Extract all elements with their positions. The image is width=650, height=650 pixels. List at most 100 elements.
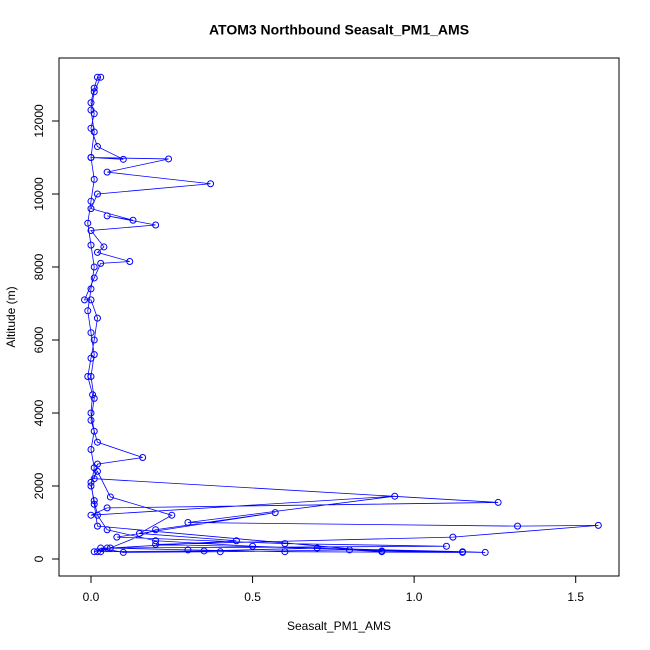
data-point — [139, 454, 147, 462]
data-point — [165, 155, 173, 163]
data-point — [103, 526, 111, 534]
data-point — [81, 296, 89, 304]
data-point — [152, 537, 160, 545]
data-point — [90, 336, 98, 344]
data-point — [184, 546, 192, 554]
data-point — [459, 548, 467, 556]
data-point — [249, 542, 257, 550]
data-point — [93, 522, 101, 530]
data-point — [97, 73, 105, 81]
data-point — [232, 537, 240, 545]
data-point — [378, 548, 386, 556]
data-point — [106, 544, 114, 552]
data-point — [93, 314, 101, 322]
data-point — [87, 153, 95, 161]
data-point — [87, 482, 95, 490]
data-point — [93, 248, 101, 256]
data-point — [346, 546, 354, 554]
data-point — [97, 548, 105, 556]
data-point — [103, 212, 111, 220]
data-point — [442, 542, 450, 550]
series-line — [83, 76, 599, 553]
y-tick-label: 6000 — [32, 326, 46, 353]
data-point — [90, 88, 98, 96]
data-point — [93, 467, 101, 475]
data-point — [514, 522, 522, 530]
data-point — [87, 416, 95, 424]
data-point — [97, 259, 105, 267]
data-point — [87, 197, 95, 205]
x-axis-label: Seasalt_PM1_AMS — [287, 619, 391, 633]
x-tick-label: 0.0 — [83, 590, 100, 604]
data-point — [271, 509, 279, 517]
data-point — [84, 219, 92, 227]
data-point — [90, 84, 98, 92]
data-point — [87, 445, 95, 453]
data-point — [84, 307, 92, 315]
data-point — [87, 285, 95, 293]
x-tick-label: 1.0 — [406, 590, 423, 604]
data-point — [93, 438, 101, 446]
data-point — [281, 548, 289, 556]
data-point — [87, 329, 95, 337]
data-point — [89, 391, 97, 399]
data-point — [87, 99, 95, 107]
data-point — [90, 497, 98, 505]
data-point — [100, 243, 108, 251]
data-point — [93, 460, 101, 468]
y-axis-label: Altitude (m) — [4, 286, 18, 347]
data-point — [90, 351, 98, 359]
data-point — [90, 427, 98, 435]
data-point — [90, 175, 98, 183]
data-point — [152, 221, 160, 229]
data-point — [90, 128, 98, 136]
data-point — [126, 258, 134, 266]
y-tick-label: 8000 — [32, 253, 46, 280]
data-point — [207, 180, 215, 188]
data-point — [90, 394, 98, 402]
data-point — [129, 216, 137, 224]
data-point — [87, 478, 95, 486]
data-point — [90, 274, 98, 282]
y-tick-label: 0 — [32, 555, 46, 562]
data-point — [103, 168, 111, 176]
data-point — [90, 263, 98, 271]
data-point — [93, 143, 101, 151]
data-point — [87, 409, 95, 417]
data-point — [93, 73, 101, 81]
data-point — [87, 205, 95, 213]
data-point — [87, 226, 95, 234]
data-point — [87, 241, 95, 249]
data-point — [313, 544, 321, 552]
data-point — [87, 372, 95, 380]
x-tick-label: 0.5 — [244, 590, 261, 604]
data-point — [449, 533, 457, 541]
data-point — [87, 511, 95, 519]
plot-frame — [58, 57, 620, 577]
data-point — [119, 155, 127, 163]
y-tick-label: 10000 — [32, 177, 46, 211]
data-point — [200, 547, 208, 555]
x-tick-label: 1.5 — [567, 590, 584, 604]
data-point — [93, 548, 101, 556]
chart-title: ATOM3 Northbound Seasalt_PM1_AMS — [209, 22, 469, 38]
data-point — [281, 540, 289, 548]
y-tick-label: 2000 — [32, 472, 46, 499]
data-point — [93, 190, 101, 198]
data-point — [103, 504, 111, 512]
data-point — [113, 533, 121, 541]
data-point — [184, 518, 192, 526]
data-point — [216, 548, 224, 556]
data-point — [594, 521, 602, 529]
data-point — [90, 500, 98, 508]
data-point — [391, 492, 399, 500]
data-point — [152, 540, 160, 548]
data-point — [119, 548, 127, 556]
data-point — [87, 106, 95, 114]
y-tick-label: 12000 — [32, 104, 46, 138]
data-point — [84, 372, 92, 380]
data-point — [481, 548, 489, 556]
data-point — [135, 529, 143, 537]
